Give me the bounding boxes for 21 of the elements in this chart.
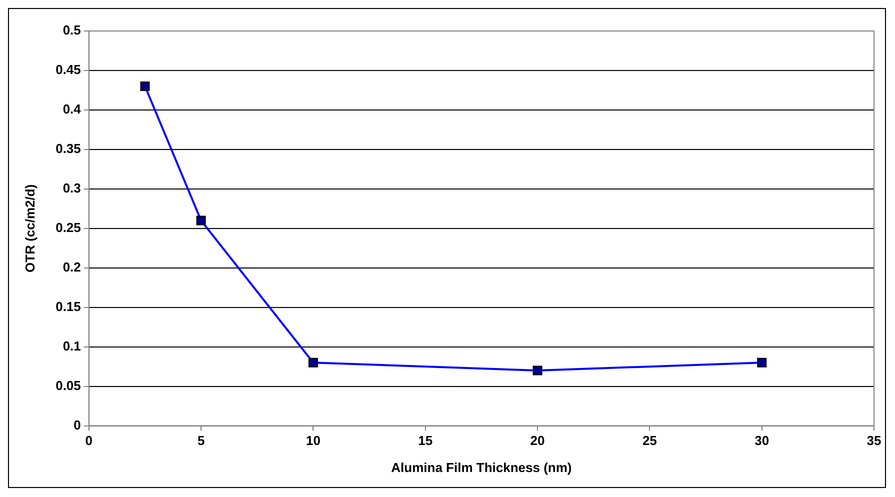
x-tick-label: 35 [866,433,882,448]
y-tick-label: 0.5 [62,22,81,38]
x-axis-title: Alumina Film Thickness (nm) [391,460,572,475]
x-tick-label: 25 [642,433,657,448]
y-tick-label: 0.2 [62,259,81,274]
y-tick-label: 0.35 [56,141,81,156]
y-tick-label: 0 [74,417,81,432]
x-tick-label: 30 [754,433,770,448]
y-tick-label: 0.45 [56,62,81,78]
y-tick-label: 0.3 [62,180,81,196]
x-tick-label: 15 [418,433,433,448]
y-tick-label: 0.05 [56,378,81,393]
y-tick-label: 0.25 [56,220,81,235]
x-tick-label: 20 [530,433,545,448]
y-axis-title: OTR (cc/m2/d) [22,184,38,272]
y-tick-label: 0.1 [62,338,81,354]
y-tick-label: 0.15 [56,298,81,314]
y-tick-label: 0.4 [62,102,82,117]
x-tick-label: 10 [306,433,320,448]
x-tick-label: 5 [197,433,205,448]
x-tick-label: 0 [85,433,93,448]
